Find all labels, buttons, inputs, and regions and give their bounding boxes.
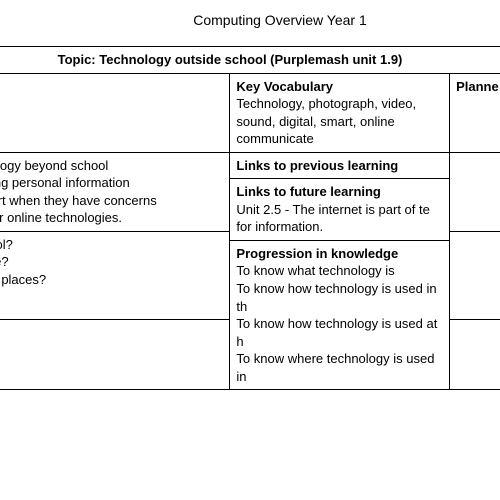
prev-learning-label: Links to previous learning <box>236 158 398 173</box>
para2-text: gy in school? gy at home? gy in other pl… <box>0 237 46 305</box>
intro-cell: ology ide school <box>0 73 230 152</box>
overview-table: Topic: Technology outside school (Purple… <box>0 46 500 390</box>
bottom-left-blank <box>0 320 230 390</box>
progression-cell: Progression in knowledge To know what te… <box>230 240 450 389</box>
para1-text: ion technology beyond school ully, keepi… <box>0 158 157 226</box>
future-learning-label: Links to future learning <box>236 184 380 199</box>
right-blank-3 <box>450 320 500 390</box>
progression-label: Progression in knowledge <box>236 246 398 261</box>
right-blank-1 <box>450 152 500 231</box>
future-learning-text: Unit 2.5 - The internet is part of te fo… <box>236 202 429 235</box>
future-learning-cell: Links to future learning Unit 2.5 - The … <box>230 179 450 241</box>
key-vocab-label: Key Vocabulary <box>236 79 333 94</box>
page-title: Computing Overview Year 1 <box>60 12 500 28</box>
planned-label: Planne <box>456 79 499 94</box>
para2-cell: gy in school? gy at home? gy in other pl… <box>0 231 230 319</box>
right-blank-2 <box>450 231 500 319</box>
prev-learning-cell: Links to previous learning <box>230 152 450 179</box>
para1-cell: ion technology beyond school ully, keepi… <box>0 152 230 231</box>
topic-header: Topic: Technology outside school (Purple… <box>0 47 500 74</box>
key-vocab-text: Technology, photograph, video, sound, di… <box>236 96 416 146</box>
progression-text: To know what technology is To know how t… <box>236 263 437 383</box>
planned-cell: Planne <box>450 73 500 152</box>
key-vocab-cell: Key Vocabulary Technology, photograph, v… <box>230 73 450 152</box>
